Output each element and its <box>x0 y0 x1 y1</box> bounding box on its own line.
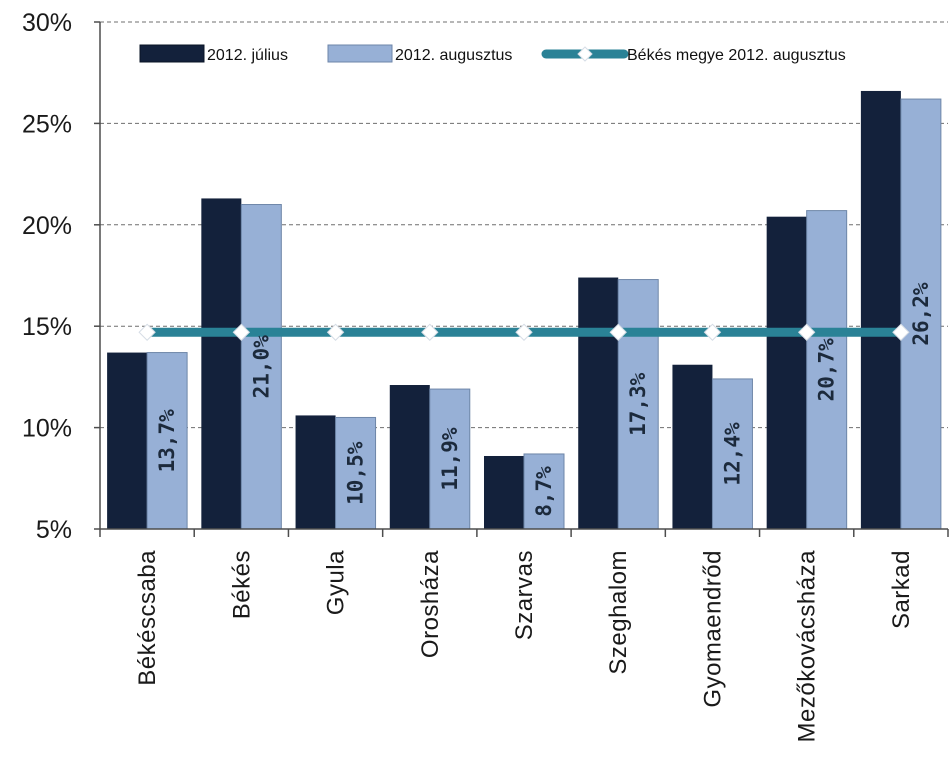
bar-august-6 <box>617 279 659 530</box>
county-marker-2 <box>232 323 251 341</box>
bar-august-3 <box>335 416 377 530</box>
county-line-series <box>138 323 910 341</box>
data-label-august-7: 12,4% <box>720 422 744 486</box>
y-tick-label-5: 5% <box>36 516 72 544</box>
legend-swatch-july <box>139 44 205 63</box>
data-label-august-4: 11,9% <box>438 427 462 491</box>
bar-july-9 <box>860 90 901 530</box>
bar-july-5 <box>484 455 524 529</box>
county-marker-9 <box>892 323 910 341</box>
county-marker-1 <box>138 323 156 341</box>
bar-july-8 <box>766 216 807 530</box>
data-label-august-8: 20,7% <box>815 338 839 402</box>
data-label-august-6: 17,3% <box>626 372 650 436</box>
x-tick-label-7: Gyomaendrőd <box>699 550 726 708</box>
legend-label-county: Békés megye 2012. augusztus <box>627 47 846 64</box>
bar-august-4 <box>429 388 471 530</box>
legend-label-july: 2012. július <box>207 47 288 64</box>
data-label-august-5: 8,7% <box>532 466 556 517</box>
county-marker-3 <box>326 323 345 341</box>
legend-swatch-august <box>327 44 393 63</box>
data-label-august-2: 21,0% <box>249 335 273 399</box>
axes <box>94 21 949 537</box>
bar-july-4 <box>389 385 430 529</box>
bar-july-2 <box>201 198 242 529</box>
legend-marker-county <box>577 46 593 62</box>
data-label-august-9: 26,2% <box>909 282 933 346</box>
legend-label-august: 2012. augusztus <box>395 47 512 64</box>
y-axis-tick-labels: 5% 10% 15% 20% 25% 30% <box>22 9 72 544</box>
x-tick-label-1: Békéscsaba <box>134 550 161 686</box>
x-tick-label-2: Békés <box>228 550 255 619</box>
bar-july-6 <box>578 277 619 529</box>
y-tick-label-15: 15% <box>22 313 72 341</box>
x-tick-label-9: Sarkad <box>888 550 915 629</box>
x-tick-label-3: Gyula <box>323 550 350 615</box>
data-labels: 13,7% 21,0% 10,5% 11,9% 8,7% 17,3% 12,4% 20,7% 2… <box>155 282 933 517</box>
legend: 2012. július 2012. augusztus Békés megye… <box>139 44 846 64</box>
county-marker-5 <box>515 323 533 341</box>
y-tick-label-20: 20% <box>22 212 72 240</box>
x-tick-label-4: Orosháza <box>417 550 444 658</box>
bar-august-1 <box>146 352 188 530</box>
y-tick-label-10: 10% <box>22 415 72 443</box>
bar-july-7 <box>672 364 713 529</box>
x-tick-label-6: Szeghalom <box>605 550 632 675</box>
county-marker-8 <box>797 323 816 341</box>
data-label-august-1: 13,7% <box>155 409 179 473</box>
county-marker-7 <box>703 323 722 341</box>
bars <box>107 90 942 530</box>
bar-august-2 <box>240 204 282 530</box>
x-tick-label-8: Mezőkovácsháza <box>794 550 821 743</box>
bar-july-3 <box>295 415 336 529</box>
y-tick-label-30: 30% <box>22 9 72 37</box>
bar-july-1 <box>107 352 148 529</box>
x-axis-category-labels: Békéscsaba Békés Gyula Orosháza Szarvas Szegh… <box>134 550 915 743</box>
county-marker-4 <box>421 323 439 341</box>
y-tick-label-25: 25% <box>22 110 72 138</box>
data-label-august-3: 10,5% <box>344 441 368 505</box>
x-tick-label-5: Szarvas <box>511 550 538 640</box>
bar-august-9 <box>900 98 942 530</box>
county-marker-6 <box>609 323 627 341</box>
bar-august-5 <box>523 453 565 530</box>
